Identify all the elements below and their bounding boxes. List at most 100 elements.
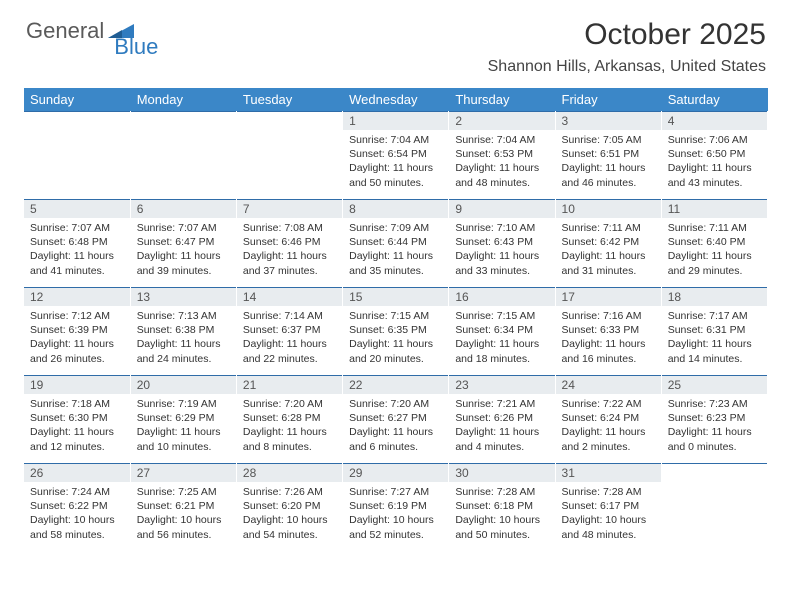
calendar-cell	[236, 111, 342, 199]
day-header: Monday	[130, 88, 236, 111]
day-number: 19	[24, 375, 130, 394]
day-number: 22	[343, 375, 448, 394]
day-number: 21	[237, 375, 342, 394]
day-header: Wednesday	[343, 88, 449, 111]
cell-body: Sunrise: 7:12 AMSunset: 6:39 PMDaylight:…	[24, 306, 130, 372]
cell-body: Sunrise: 7:04 AMSunset: 6:53 PMDaylight:…	[449, 130, 554, 196]
calendar-cell: 7Sunrise: 7:08 AMSunset: 6:46 PMDaylight…	[236, 199, 342, 287]
day-number-empty	[24, 111, 130, 130]
day-number: 25	[662, 375, 767, 394]
calendar-cell: 21Sunrise: 7:20 AMSunset: 6:28 PMDayligh…	[236, 375, 342, 463]
cell-body: Sunrise: 7:15 AMSunset: 6:34 PMDaylight:…	[449, 306, 554, 372]
day-number: 12	[24, 287, 130, 306]
calendar-week-row: 19Sunrise: 7:18 AMSunset: 6:30 PMDayligh…	[24, 375, 768, 463]
calendar-cell: 30Sunrise: 7:28 AMSunset: 6:18 PMDayligh…	[449, 463, 555, 551]
calendar-cell: 13Sunrise: 7:13 AMSunset: 6:38 PMDayligh…	[130, 287, 236, 375]
day-number: 15	[343, 287, 448, 306]
day-number: 1	[343, 111, 448, 130]
cell-body: Sunrise: 7:18 AMSunset: 6:30 PMDaylight:…	[24, 394, 130, 460]
cell-body: Sunrise: 7:07 AMSunset: 6:48 PMDaylight:…	[24, 218, 130, 284]
calendar-cell: 8Sunrise: 7:09 AMSunset: 6:44 PMDaylight…	[343, 199, 449, 287]
cell-body: Sunrise: 7:25 AMSunset: 6:21 PMDaylight:…	[131, 482, 236, 548]
logo-text-blue: Blue	[114, 34, 158, 60]
day-number: 20	[131, 375, 236, 394]
cell-body: Sunrise: 7:13 AMSunset: 6:38 PMDaylight:…	[131, 306, 236, 372]
cell-body: Sunrise: 7:07 AMSunset: 6:47 PMDaylight:…	[131, 218, 236, 284]
day-number: 29	[343, 463, 448, 482]
calendar-cell: 24Sunrise: 7:22 AMSunset: 6:24 PMDayligh…	[555, 375, 661, 463]
calendar-cell: 1Sunrise: 7:04 AMSunset: 6:54 PMDaylight…	[343, 111, 449, 199]
cell-body: Sunrise: 7:27 AMSunset: 6:19 PMDaylight:…	[343, 482, 448, 548]
calendar-cell: 19Sunrise: 7:18 AMSunset: 6:30 PMDayligh…	[24, 375, 130, 463]
day-number: 11	[662, 199, 767, 218]
calendar-cell: 28Sunrise: 7:26 AMSunset: 6:20 PMDayligh…	[236, 463, 342, 551]
cell-body: Sunrise: 7:19 AMSunset: 6:29 PMDaylight:…	[131, 394, 236, 460]
cell-body: Sunrise: 7:06 AMSunset: 6:50 PMDaylight:…	[662, 130, 767, 196]
cell-body: Sunrise: 7:04 AMSunset: 6:54 PMDaylight:…	[343, 130, 448, 196]
cell-body: Sunrise: 7:23 AMSunset: 6:23 PMDaylight:…	[662, 394, 767, 460]
cell-body: Sunrise: 7:09 AMSunset: 6:44 PMDaylight:…	[343, 218, 448, 284]
calendar-cell: 31Sunrise: 7:28 AMSunset: 6:17 PMDayligh…	[555, 463, 661, 551]
cell-body: Sunrise: 7:20 AMSunset: 6:28 PMDaylight:…	[237, 394, 342, 460]
day-number: 10	[556, 199, 661, 218]
day-number: 31	[556, 463, 661, 482]
calendar-body: 1Sunrise: 7:04 AMSunset: 6:54 PMDaylight…	[24, 111, 768, 551]
calendar-cell: 22Sunrise: 7:20 AMSunset: 6:27 PMDayligh…	[343, 375, 449, 463]
calendar-week-row: 26Sunrise: 7:24 AMSunset: 6:22 PMDayligh…	[24, 463, 768, 551]
cell-body: Sunrise: 7:10 AMSunset: 6:43 PMDaylight:…	[449, 218, 554, 284]
cell-body: Sunrise: 7:17 AMSunset: 6:31 PMDaylight:…	[662, 306, 767, 372]
calendar-cell: 23Sunrise: 7:21 AMSunset: 6:26 PMDayligh…	[449, 375, 555, 463]
day-number: 13	[131, 287, 236, 306]
calendar-week-row: 12Sunrise: 7:12 AMSunset: 6:39 PMDayligh…	[24, 287, 768, 375]
cell-body: Sunrise: 7:28 AMSunset: 6:18 PMDaylight:…	[449, 482, 554, 548]
title-block: October 2025 Shannon Hills, Arkansas, Un…	[488, 18, 766, 76]
logo: General Blue	[26, 18, 180, 44]
month-title: October 2025	[488, 18, 766, 52]
calendar-cell: 5Sunrise: 7:07 AMSunset: 6:48 PMDaylight…	[24, 199, 130, 287]
day-number: 2	[449, 111, 554, 130]
calendar-cell: 18Sunrise: 7:17 AMSunset: 6:31 PMDayligh…	[661, 287, 767, 375]
day-number: 23	[449, 375, 554, 394]
day-number: 24	[556, 375, 661, 394]
cell-body: Sunrise: 7:05 AMSunset: 6:51 PMDaylight:…	[556, 130, 661, 196]
cell-body: Sunrise: 7:21 AMSunset: 6:26 PMDaylight:…	[449, 394, 554, 460]
calendar-cell: 6Sunrise: 7:07 AMSunset: 6:47 PMDaylight…	[130, 199, 236, 287]
day-header: Saturday	[661, 88, 767, 111]
calendar-week-row: 5Sunrise: 7:07 AMSunset: 6:48 PMDaylight…	[24, 199, 768, 287]
day-header: Sunday	[24, 88, 130, 111]
day-number: 18	[662, 287, 767, 306]
calendar-cell: 26Sunrise: 7:24 AMSunset: 6:22 PMDayligh…	[24, 463, 130, 551]
cell-body: Sunrise: 7:16 AMSunset: 6:33 PMDaylight:…	[556, 306, 661, 372]
day-number: 28	[237, 463, 342, 482]
page-header: General Blue October 2025 Shannon Hills,…	[0, 0, 792, 80]
day-number: 30	[449, 463, 554, 482]
cell-body: Sunrise: 7:15 AMSunset: 6:35 PMDaylight:…	[343, 306, 448, 372]
cell-body: Sunrise: 7:08 AMSunset: 6:46 PMDaylight:…	[237, 218, 342, 284]
calendar-cell: 10Sunrise: 7:11 AMSunset: 6:42 PMDayligh…	[555, 199, 661, 287]
day-number-empty	[662, 463, 767, 482]
calendar-cell: 4Sunrise: 7:06 AMSunset: 6:50 PMDaylight…	[661, 111, 767, 199]
calendar-cell: 3Sunrise: 7:05 AMSunset: 6:51 PMDaylight…	[555, 111, 661, 199]
calendar-cell: 20Sunrise: 7:19 AMSunset: 6:29 PMDayligh…	[130, 375, 236, 463]
cell-body: Sunrise: 7:14 AMSunset: 6:37 PMDaylight:…	[237, 306, 342, 372]
day-number: 26	[24, 463, 130, 482]
calendar-cell: 9Sunrise: 7:10 AMSunset: 6:43 PMDaylight…	[449, 199, 555, 287]
cell-body: Sunrise: 7:11 AMSunset: 6:40 PMDaylight:…	[662, 218, 767, 284]
cell-body: Sunrise: 7:11 AMSunset: 6:42 PMDaylight:…	[556, 218, 661, 284]
day-number: 4	[662, 111, 767, 130]
day-header: Friday	[555, 88, 661, 111]
day-number: 27	[131, 463, 236, 482]
cell-body: Sunrise: 7:22 AMSunset: 6:24 PMDaylight:…	[556, 394, 661, 460]
day-number: 17	[556, 287, 661, 306]
day-number-empty	[131, 111, 236, 130]
calendar-cell: 15Sunrise: 7:15 AMSunset: 6:35 PMDayligh…	[343, 287, 449, 375]
calendar-cell: 2Sunrise: 7:04 AMSunset: 6:53 PMDaylight…	[449, 111, 555, 199]
day-header-row: SundayMondayTuesdayWednesdayThursdayFrid…	[24, 88, 768, 111]
calendar-cell	[130, 111, 236, 199]
calendar-cell: 11Sunrise: 7:11 AMSunset: 6:40 PMDayligh…	[661, 199, 767, 287]
calendar-cell	[661, 463, 767, 551]
day-number-empty	[237, 111, 342, 130]
cell-body: Sunrise: 7:26 AMSunset: 6:20 PMDaylight:…	[237, 482, 342, 548]
calendar-table: SundayMondayTuesdayWednesdayThursdayFrid…	[24, 88, 768, 551]
calendar-cell: 16Sunrise: 7:15 AMSunset: 6:34 PMDayligh…	[449, 287, 555, 375]
